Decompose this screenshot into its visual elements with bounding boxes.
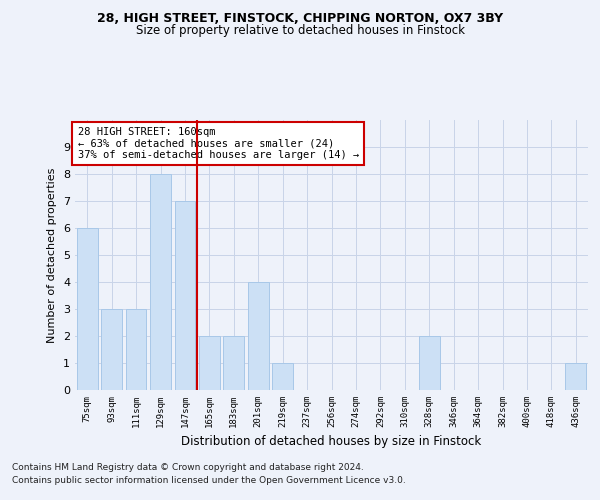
Bar <box>125 309 146 390</box>
Text: 28 HIGH STREET: 160sqm
← 63% of detached houses are smaller (24)
37% of semi-det: 28 HIGH STREET: 160sqm ← 63% of detached… <box>77 126 359 160</box>
Text: Size of property relative to detached houses in Finstock: Size of property relative to detached ho… <box>136 24 464 37</box>
Bar <box>272 363 293 390</box>
Bar <box>101 309 122 390</box>
Bar <box>419 336 440 390</box>
Bar <box>77 228 98 390</box>
Text: Contains public sector information licensed under the Open Government Licence v3: Contains public sector information licen… <box>12 476 406 485</box>
Bar <box>150 174 171 390</box>
Text: 28, HIGH STREET, FINSTOCK, CHIPPING NORTON, OX7 3BY: 28, HIGH STREET, FINSTOCK, CHIPPING NORT… <box>97 12 503 26</box>
Bar <box>175 201 196 390</box>
Y-axis label: Number of detached properties: Number of detached properties <box>47 168 58 342</box>
X-axis label: Distribution of detached houses by size in Finstock: Distribution of detached houses by size … <box>181 436 482 448</box>
Bar <box>199 336 220 390</box>
Text: Contains HM Land Registry data © Crown copyright and database right 2024.: Contains HM Land Registry data © Crown c… <box>12 462 364 471</box>
Bar <box>248 282 269 390</box>
Bar <box>223 336 244 390</box>
Bar <box>565 363 586 390</box>
